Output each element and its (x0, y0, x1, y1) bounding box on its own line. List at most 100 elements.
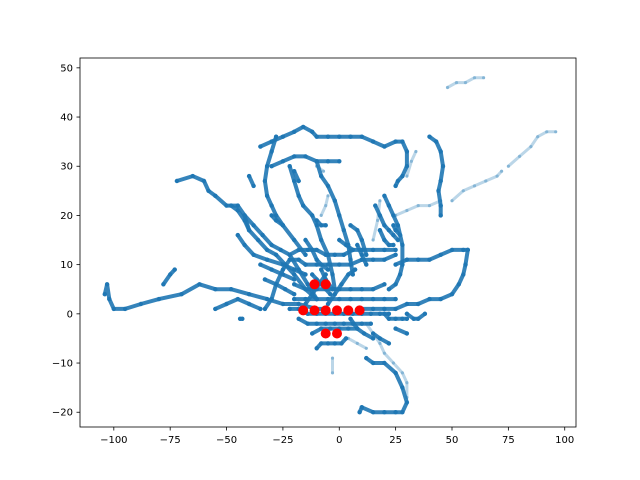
track-point (280, 134, 286, 139)
track-point (280, 267, 286, 272)
track-point (400, 410, 405, 415)
track-point (292, 292, 297, 297)
track-point (206, 188, 211, 193)
faint-track-point (545, 130, 549, 134)
faint-track-point (454, 81, 459, 85)
track-point (246, 228, 252, 233)
track-point (122, 306, 128, 312)
track-layer (102, 124, 470, 415)
track-point (269, 242, 274, 248)
y-tick-label: 0 (67, 309, 73, 320)
track-point (269, 267, 274, 272)
track-line (262, 277, 297, 297)
track-point (393, 228, 398, 233)
track-point (393, 282, 398, 287)
track-point (393, 139, 398, 144)
track-point (242, 213, 247, 218)
track-point (364, 252, 369, 257)
track-point (449, 292, 455, 297)
faint-track-point (405, 174, 409, 178)
faint-track-point (482, 76, 486, 80)
track-point (264, 193, 270, 198)
faint-track-point (472, 184, 477, 188)
faint-track-point (554, 130, 558, 134)
track-point (330, 272, 335, 277)
track-point (156, 296, 162, 302)
track-point (348, 316, 353, 321)
track-point (314, 134, 319, 139)
track-point (325, 301, 331, 307)
track-point (228, 287, 234, 292)
track-point (296, 247, 301, 253)
track-point (310, 331, 315, 336)
track-point (357, 410, 362, 415)
track-point (305, 282, 310, 287)
track-point (273, 218, 279, 223)
track-point (296, 257, 301, 262)
red-marker-point (332, 305, 342, 316)
faint-track-point (506, 164, 510, 168)
track-point (404, 316, 410, 321)
track-point (264, 247, 270, 253)
track-point (319, 326, 324, 331)
track-point (400, 242, 405, 248)
track-point (303, 272, 308, 277)
track-point (404, 331, 410, 336)
faint-track-line (394, 199, 443, 217)
track-point (235, 208, 240, 213)
track-point (314, 296, 319, 302)
faint-track-point (378, 341, 382, 345)
track-point (292, 129, 297, 134)
track-point (287, 252, 292, 257)
track-line (262, 134, 308, 257)
faint-track-point (445, 85, 450, 90)
track-point (292, 178, 297, 184)
y-axis: −20 −10 0 10 20 30 40 50 (52, 63, 80, 419)
track-point (258, 262, 263, 267)
red-marker-point (332, 328, 342, 339)
faint-track-point (518, 154, 522, 158)
y-tick-label: 30 (60, 162, 73, 173)
faint-track-point (427, 204, 432, 208)
track-point (400, 316, 405, 321)
track-point (427, 296, 432, 302)
track-point (438, 178, 443, 184)
track-point (224, 203, 229, 208)
track-point (393, 247, 398, 253)
track-point (395, 237, 401, 243)
faint-track-point (409, 159, 413, 163)
faint-track-point (463, 81, 468, 85)
track-point (348, 287, 353, 292)
track-point (235, 232, 240, 238)
faint-track-line (319, 194, 330, 217)
track-point (305, 247, 310, 253)
track-point (359, 287, 364, 292)
faint-track-point (472, 76, 477, 80)
track-point (359, 237, 364, 243)
track-point (346, 326, 351, 331)
track-point (228, 203, 234, 208)
track-point (292, 169, 297, 174)
faint-track-point (405, 381, 409, 385)
track-point (393, 252, 398, 257)
track-point (339, 282, 344, 287)
track-point (393, 296, 398, 302)
y-tick-label: 50 (60, 63, 73, 74)
track-point (404, 164, 410, 169)
faint-track-point (536, 135, 540, 139)
track-point (427, 257, 432, 262)
track-point (343, 336, 349, 341)
track-point (382, 223, 387, 228)
track-point (314, 159, 319, 164)
faint-track-line (450, 169, 504, 203)
track-point (325, 262, 331, 267)
faint-track-point (319, 213, 323, 217)
faint-track-line (346, 336, 368, 350)
track-point (393, 326, 398, 331)
track-point (359, 134, 364, 139)
x-tick-label: 25 (389, 435, 402, 446)
track-point (174, 178, 180, 184)
track-point (348, 262, 353, 267)
track-point (292, 237, 297, 243)
track-point (269, 213, 274, 218)
